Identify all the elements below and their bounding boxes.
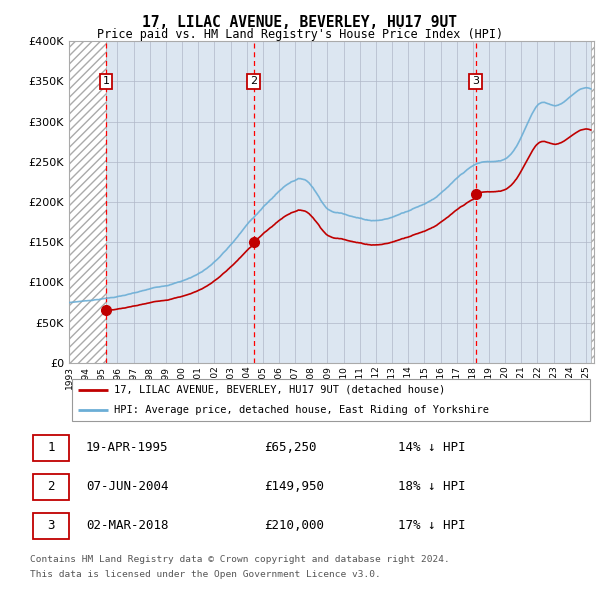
Text: 3: 3 xyxy=(472,77,479,87)
FancyBboxPatch shape xyxy=(71,379,590,421)
Text: 3: 3 xyxy=(47,519,55,532)
Text: 02-MAR-2018: 02-MAR-2018 xyxy=(86,519,168,532)
Text: 1: 1 xyxy=(103,77,109,87)
FancyBboxPatch shape xyxy=(33,474,69,500)
Text: £210,000: £210,000 xyxy=(265,519,325,532)
Text: 1: 1 xyxy=(47,441,55,454)
Text: 19-APR-1995: 19-APR-1995 xyxy=(86,441,168,454)
Text: 07-JUN-2004: 07-JUN-2004 xyxy=(86,480,168,493)
Text: Price paid vs. HM Land Registry's House Price Index (HPI): Price paid vs. HM Land Registry's House … xyxy=(97,28,503,41)
Text: Contains HM Land Registry data © Crown copyright and database right 2024.: Contains HM Land Registry data © Crown c… xyxy=(30,555,450,563)
Text: £65,250: £65,250 xyxy=(265,441,317,454)
Text: 18% ↓ HPI: 18% ↓ HPI xyxy=(398,480,466,493)
Text: £149,950: £149,950 xyxy=(265,480,325,493)
Bar xyxy=(591,41,594,363)
Text: 17, LILAC AVENUE, BEVERLEY, HU17 9UT (detached house): 17, LILAC AVENUE, BEVERLEY, HU17 9UT (de… xyxy=(113,385,445,395)
Text: 14% ↓ HPI: 14% ↓ HPI xyxy=(398,441,466,454)
Text: This data is licensed under the Open Government Licence v3.0.: This data is licensed under the Open Gov… xyxy=(30,570,381,579)
FancyBboxPatch shape xyxy=(33,513,69,539)
Text: 2: 2 xyxy=(47,480,55,493)
Text: 17% ↓ HPI: 17% ↓ HPI xyxy=(398,519,466,532)
Text: HPI: Average price, detached house, East Riding of Yorkshire: HPI: Average price, detached house, East… xyxy=(113,405,488,415)
Text: 2: 2 xyxy=(250,77,257,87)
FancyBboxPatch shape xyxy=(33,435,69,461)
Text: 17, LILAC AVENUE, BEVERLEY, HU17 9UT: 17, LILAC AVENUE, BEVERLEY, HU17 9UT xyxy=(143,15,458,30)
Bar xyxy=(69,41,106,363)
